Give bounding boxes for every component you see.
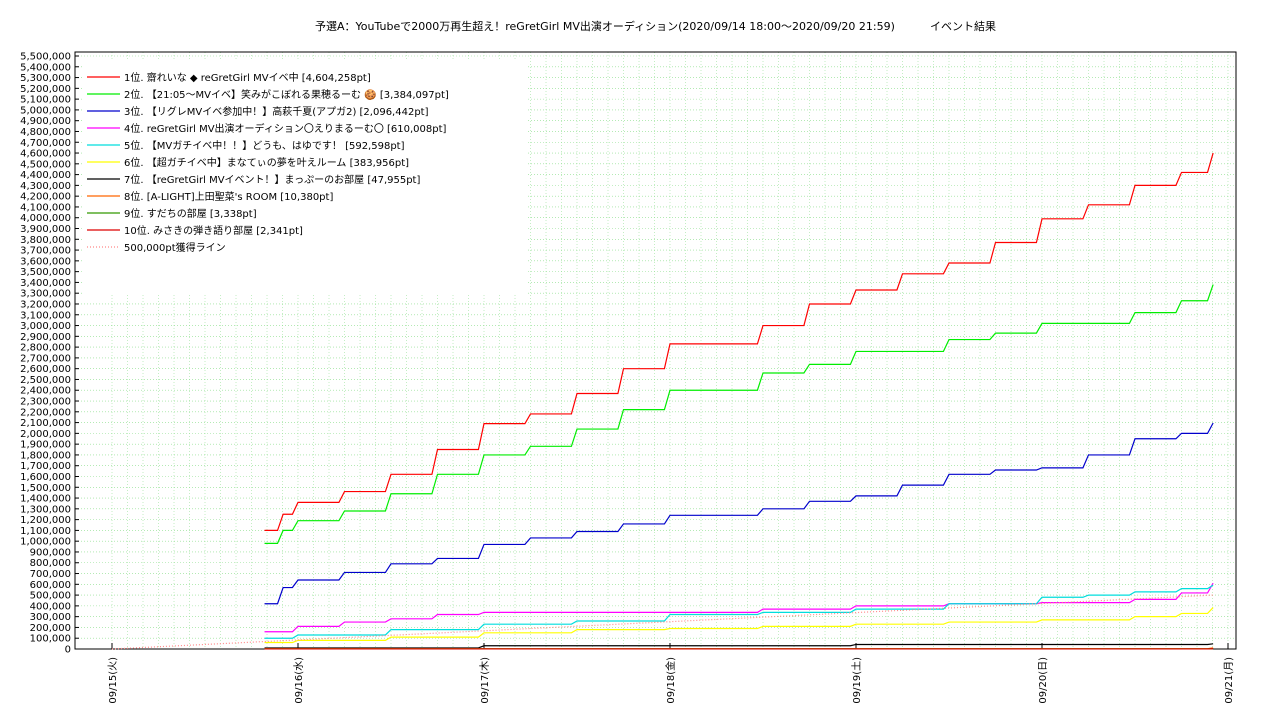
x-tick-label: 09/18(金) (664, 657, 677, 704)
legend-label: 3位. 【リグレMVイベ参加中！】高萩千夏(アプガ2) [2,096,442pt… (124, 105, 429, 118)
y-tick-label: 2,600,000 (20, 364, 71, 375)
series-line-7 (264, 643, 1214, 649)
legend-label: 5位. 【MVガチイベ中！！】どうも、はゆです！ [592,598pt] (124, 139, 405, 152)
series-line-4 (264, 582, 1214, 633)
y-tick-label: 2,500,000 (20, 375, 71, 386)
legend-label: 2位. 【21:05〜MVイベ】笑みがこぼれる果穂るーむ 🍪 [3,384,09… (124, 88, 449, 101)
y-tick-label: 5,400,000 (20, 62, 71, 73)
y-tick-label: 4,200,000 (20, 192, 71, 203)
y-tick-label: 4,000,000 (20, 213, 71, 224)
legend-label: 4位. reGretGirl MV出演オーディション〇えりまるーむ〇 [610,… (124, 122, 447, 135)
y-tick-label: 3,200,000 (20, 299, 71, 310)
y-tick-label: 400,000 (30, 601, 71, 612)
y-tick-label: 5,100,000 (20, 95, 71, 106)
y-tick-label: 1,200,000 (20, 515, 71, 526)
y-tick-label: 4,300,000 (20, 181, 71, 192)
y-tick-label: 1,000,000 (20, 537, 71, 548)
x-tick-label: 09/19(土) (850, 657, 863, 704)
series-line-2 (264, 284, 1214, 544)
y-tick-label: 4,100,000 (20, 202, 71, 213)
series-line-5 (264, 584, 1214, 639)
legend-label: 9位. すだちの部屋 [3,338pt] (124, 207, 257, 220)
y-tick-label: 700,000 (30, 569, 71, 580)
series-line-6 (264, 607, 1214, 644)
series-line-1 (264, 152, 1214, 531)
y-tick-label: 3,300,000 (20, 289, 71, 300)
y-tick-label: 300,000 (30, 612, 71, 623)
y-tick-label: 5,300,000 (20, 73, 71, 84)
legend-label: 7位. 【reGretGirl MVイベント！】まっぷーのお部屋 [47,955… (124, 173, 420, 186)
y-tick-label: 1,900,000 (20, 440, 71, 451)
y-tick-label: 4,600,000 (20, 149, 71, 160)
y-tick-label: 1,700,000 (20, 461, 71, 472)
y-tick-label: 3,000,000 (20, 321, 71, 332)
series-line-3 (264, 422, 1214, 605)
y-tick-label: 2,200,000 (20, 407, 71, 418)
y-tick-label: 3,900,000 (20, 224, 71, 235)
y-tick-label: 1,600,000 (20, 472, 71, 483)
y-tick-label: 0 (65, 645, 71, 656)
y-tick-label: 1,500,000 (20, 483, 71, 494)
y-tick-label: 5,500,000 (20, 52, 71, 63)
x-tick-label: 09/21(月) (1223, 657, 1235, 704)
x-tick-label: 09/17(木) (479, 657, 491, 704)
axes: 0100,000200,000300,000400,000500,000600,… (20, 51, 1237, 704)
y-tick-label: 2,800,000 (20, 343, 71, 354)
y-tick-label: 2,000,000 (20, 429, 71, 440)
y-tick-label: 3,700,000 (20, 246, 71, 257)
x-tick-label: 09/20(日) (1038, 657, 1049, 704)
y-tick-label: 500,000 (30, 591, 71, 602)
series-line-11 (111, 594, 1214, 650)
chart-title: 予選A：YouTubeで2000万再生超え！reGretGirl MV出演オーデ… (315, 19, 895, 33)
y-tick-label: 4,900,000 (20, 116, 71, 127)
y-tick-label: 900,000 (30, 547, 71, 558)
y-tick-label: 5,200,000 (20, 84, 71, 95)
y-tick-label: 2,900,000 (20, 332, 71, 343)
series-group (111, 152, 1214, 650)
legend-label: 8位. [A-LIGHT]上田聖菜's ROOM [10,380pt] (124, 190, 333, 203)
y-tick-label: 2,100,000 (20, 418, 71, 429)
y-tick-label: 3,600,000 (20, 256, 71, 267)
legend-label: 6位. 【超ガチイベ中】まなてぃの夢を叶えルーム [383,956pt] (124, 156, 409, 169)
chart-subtitle: イベント結果 (930, 19, 996, 33)
y-tick-label: 4,400,000 (20, 170, 71, 181)
y-tick-label: 3,400,000 (20, 278, 71, 289)
y-tick-label: 4,500,000 (20, 159, 71, 170)
legend-label: 500,000pt獲得ライン (124, 241, 226, 254)
legend-box (83, 60, 526, 295)
x-tick-label: 09/15(火) (107, 657, 119, 704)
x-tick-label: 09/16(水) (293, 657, 305, 704)
y-tick-label: 3,800,000 (20, 235, 71, 246)
y-tick-label: 3,500,000 (20, 267, 71, 278)
legend-label: 1位. 齋れいな ◆ reGretGirl MVイベ中 [4,604,258pt… (124, 71, 371, 84)
y-tick-label: 3,100,000 (20, 310, 71, 321)
legend: 1位. 齋れいな ◆ reGretGirl MVイベ中 [4,604,258pt… (87, 71, 449, 254)
y-tick-label: 1,400,000 (20, 494, 71, 505)
y-tick-label: 800,000 (30, 558, 71, 569)
y-tick-label: 600,000 (30, 580, 71, 591)
y-tick-label: 1,800,000 (20, 450, 71, 461)
y-tick-label: 4,800,000 (20, 127, 71, 138)
legend-label: 10位. みさきの弾き語り部屋 [2,341pt] (124, 224, 303, 237)
y-tick-label: 1,300,000 (20, 504, 71, 515)
y-tick-label: 1,100,000 (20, 526, 71, 537)
y-tick-label: 100,000 (30, 634, 71, 645)
y-tick-label: 5,000,000 (20, 105, 71, 116)
y-tick-label: 2,400,000 (20, 386, 71, 397)
y-tick-label: 200,000 (30, 623, 71, 634)
y-tick-label: 4,700,000 (20, 138, 71, 149)
y-tick-label: 2,300,000 (20, 397, 71, 408)
y-tick-label: 2,700,000 (20, 353, 71, 364)
